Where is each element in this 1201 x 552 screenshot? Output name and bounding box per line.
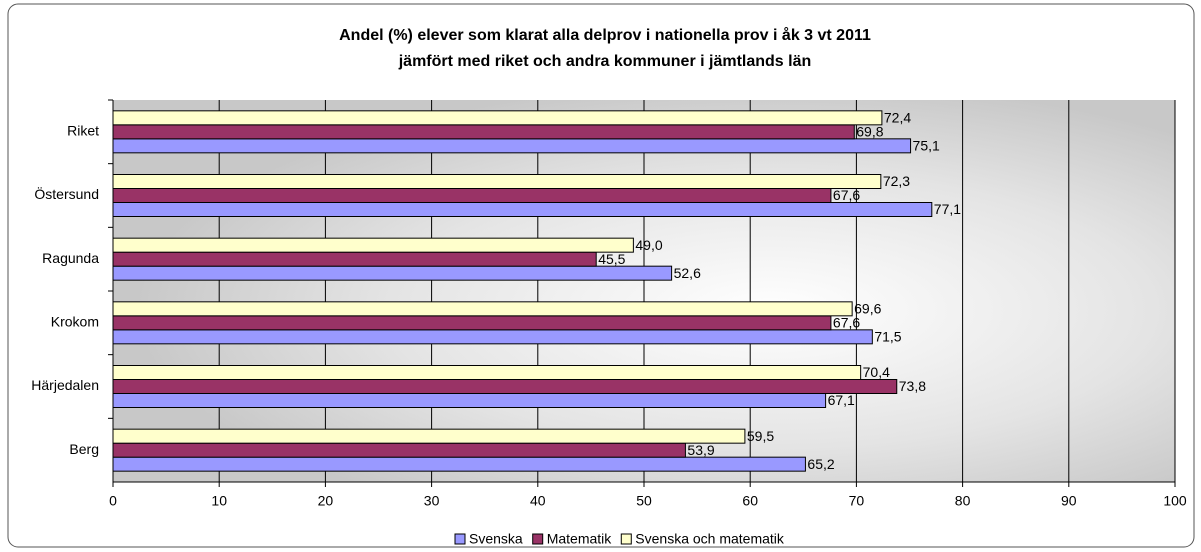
bar [112,110,883,126]
x-tick-label: 70 [849,493,865,509]
data-label: 49,0 [635,237,662,253]
bar [112,188,832,203]
x-tick-label: 60 [742,493,758,509]
y-tick-label: Berg [69,441,99,457]
bar [112,237,634,253]
y-tick-label: Krokom [51,314,99,330]
x-tick-label: 40 [530,493,546,509]
legend-label: Svenska [469,531,523,547]
x-tick-label: 10 [211,493,227,509]
legend-swatch [620,533,632,545]
bar [112,301,853,317]
data-label: 72,3 [883,173,910,189]
bar [112,174,882,189]
legend-swatch [532,533,544,545]
bar [112,379,898,394]
y-tick-label: Härjedalen [31,377,99,393]
y-tick-label: Ragunda [42,250,99,266]
data-label: 67,6 [833,187,860,203]
x-tick-label: 90 [1061,493,1077,509]
bar [112,315,832,331]
x-tick-label: 80 [955,493,971,509]
data-label: 45,5 [598,251,625,267]
data-label: 70,4 [863,364,890,380]
data-label: 59,5 [747,428,774,444]
data-label: 73,8 [899,378,926,394]
y-tick-label: Östersund [34,185,99,202]
bar [112,202,933,217]
chart-title: jämfört med riket och andra kommuner i j… [398,53,812,70]
bar [112,456,806,472]
data-label: 69,6 [854,301,881,317]
legend-label: Matematik [547,531,613,547]
bar [112,442,686,458]
bar [112,251,597,267]
data-label: 67,1 [828,392,855,408]
bar [112,428,746,444]
bar [112,393,827,408]
data-label: 67,6 [833,315,860,331]
bar [112,365,862,380]
data-label: 77,1 [934,201,961,217]
data-label: 69,8 [856,124,883,140]
x-tick-label: 30 [424,493,440,509]
bar [112,124,855,140]
x-tick-label: 20 [318,493,334,509]
y-tick-label: Riket [67,123,99,139]
bar [112,265,673,281]
data-label: 52,6 [674,265,701,281]
data-label: 65,2 [807,456,834,472]
data-label: 72,4 [884,110,911,126]
x-tick-label: 0 [109,493,117,509]
bar [112,138,912,154]
data-label: 71,5 [874,329,901,345]
legend-label: Svenska och matematik [635,531,785,547]
x-tick-label: 100 [1163,493,1187,509]
legend-swatch [454,533,466,545]
chart-title: Andel (%) elever som klarat alla delprov… [339,26,871,44]
bar [112,329,873,345]
data-label: 75,1 [913,138,940,154]
x-tick-label: 50 [636,493,652,509]
data-label: 53,9 [687,442,714,458]
